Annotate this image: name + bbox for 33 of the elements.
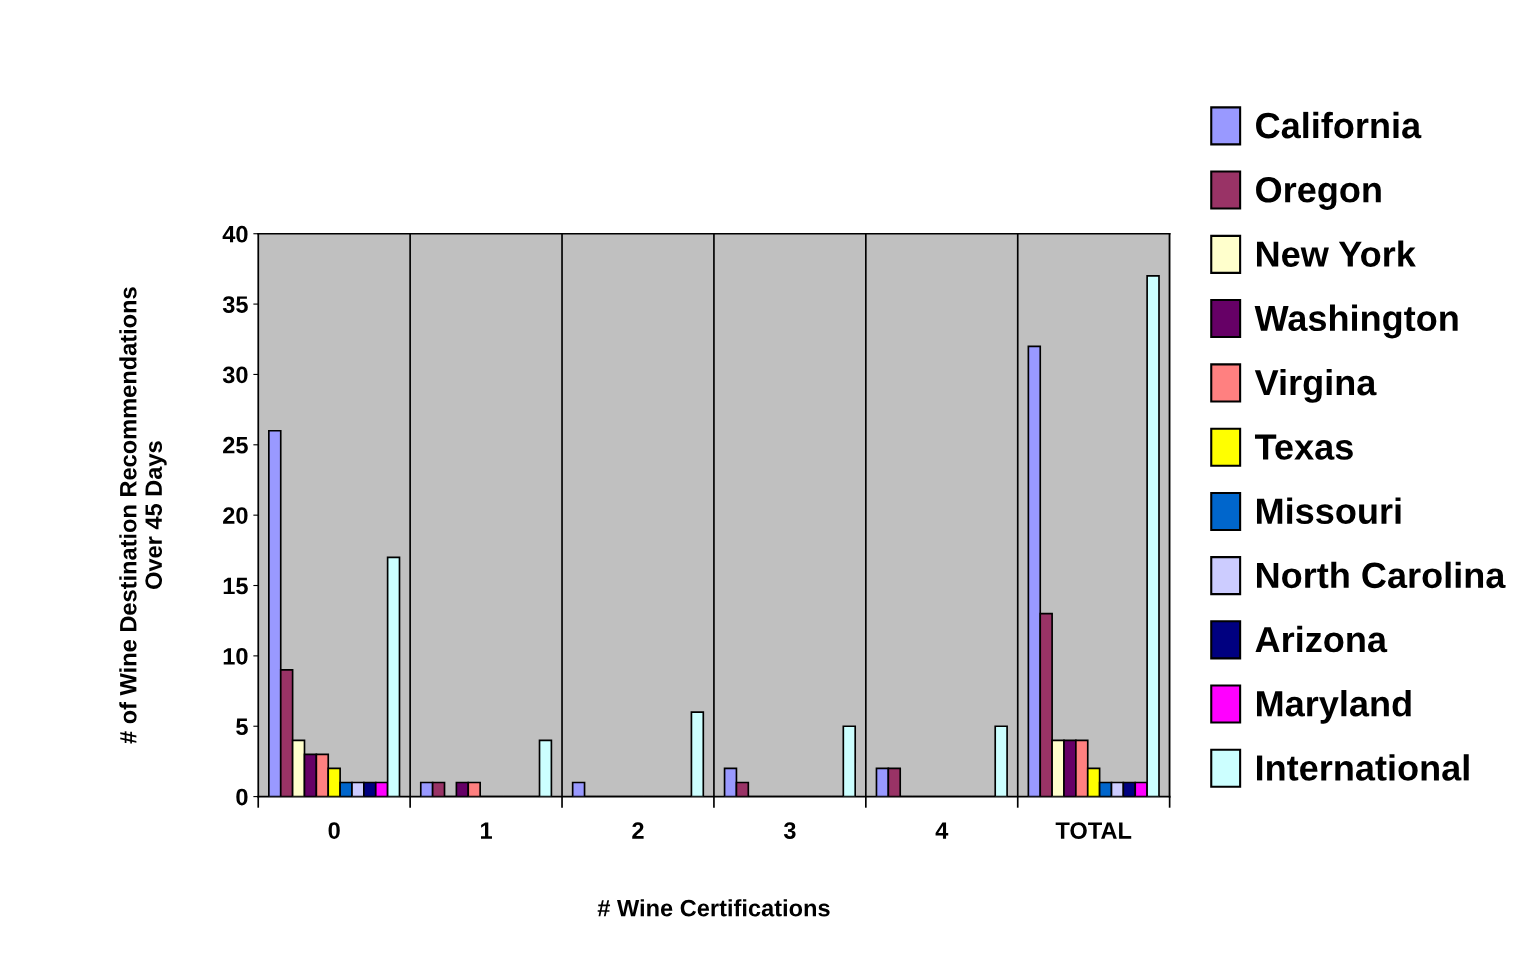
legend-label: Maryland — [1256, 690, 1411, 724]
legend-label: Texas — [1254, 434, 1353, 460]
x-tick-label: 3 — [783, 822, 796, 839]
x-tick-label: 0 — [328, 822, 340, 839]
y-tick-label: 40 — [222, 225, 248, 243]
y-tick-label: 35 — [222, 296, 248, 313]
legend-label: New York — [1256, 240, 1416, 267]
legend-label: North Carolina — [1256, 561, 1506, 589]
y-tick-label: 5 — [236, 718, 248, 736]
legend-label: Washington — [1254, 304, 1458, 339]
legend-label: Arizona — [1255, 625, 1388, 653]
legend-label: California — [1256, 111, 1422, 139]
y-tick-label: 30 — [222, 366, 248, 384]
x-axis-title: # Wine Certifications — [597, 899, 830, 917]
legend-label: Oregon — [1256, 177, 1381, 210]
y-tick-label: 10 — [223, 647, 248, 665]
x-tick-label: 4 — [935, 822, 949, 839]
legend-label: Missouri — [1256, 497, 1401, 524]
bar — [571, 781, 586, 797]
x-tick-label: 1 — [481, 822, 492, 839]
y-axis-title: # of Wine Destination Recommendations Over 45 Days — [119, 287, 167, 744]
legend-label: Virgina — [1254, 368, 1377, 403]
legend-label: International — [1256, 754, 1469, 781]
y-tick-label: 0 — [236, 788, 248, 806]
y-tick-label: 15 — [223, 577, 248, 595]
x-tick-label: 2 — [632, 822, 644, 839]
y-tick-label: 20 — [223, 507, 248, 524]
bar — [690, 711, 705, 797]
x-tick-label: TOTAL — [1055, 822, 1132, 839]
bar — [994, 725, 1008, 797]
bar — [842, 725, 857, 797]
y-tick-label: 25 — [223, 436, 248, 454]
bar — [538, 739, 553, 797]
